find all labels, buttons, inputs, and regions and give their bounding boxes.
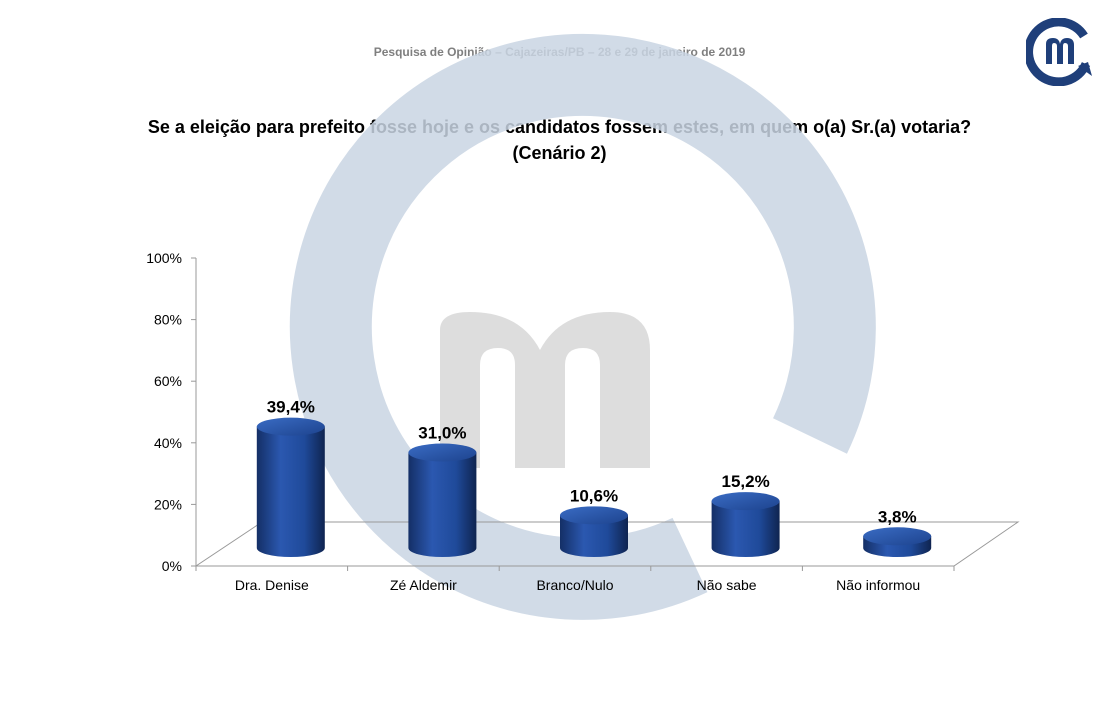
bar-1 (256, 417, 325, 557)
bar-top (711, 492, 780, 511)
bar-5 (863, 527, 932, 557)
data-label: 10,6% (570, 486, 618, 505)
y-tick-label: 100% (146, 250, 182, 266)
m-logo-watermark-icon (289, 33, 876, 620)
data-label: 3,8% (878, 507, 917, 526)
data-label: 15,2% (721, 472, 769, 491)
x-tick-label: Branco/Nulo (536, 577, 613, 593)
x-tick-label: Zé Aldemir (390, 577, 457, 593)
x-axis: Dra. Denise Zé Aldemir Branco/Nulo Não sabe… (195, 566, 955, 593)
bar-body (711, 501, 780, 557)
bar-top (256, 417, 325, 436)
y-tick-label: 20% (154, 496, 182, 512)
m-circle-logo-icon (1024, 17, 1094, 87)
y-tick-label: 80% (154, 312, 182, 328)
bars (256, 417, 932, 557)
bar-top (863, 527, 932, 546)
bar-body (560, 515, 628, 557)
bar-top (560, 506, 628, 525)
bar-3 (560, 506, 628, 557)
y-tick-label: 40% (154, 435, 182, 451)
y-axis: 0% 20% 40% 60% 80% 100% (146, 250, 196, 574)
x-tick-label: Dra. Denise (235, 577, 309, 593)
x-tick-label: Não sabe (697, 577, 757, 593)
bar-2 (408, 443, 477, 557)
bar-body (256, 426, 325, 557)
question-line-2: (Cenário 2) (512, 143, 607, 163)
bar-top (408, 443, 477, 462)
bar-4 (711, 492, 780, 557)
y-tick-label: 60% (154, 373, 182, 389)
data-labels: 39,4% 31,0% 10,6% 15,2% 3,8% (267, 398, 917, 527)
data-label: 39,4% (267, 398, 315, 417)
y-tick-label: 0% (162, 558, 182, 574)
data-label: 31,0% (418, 424, 466, 443)
bar-body (408, 452, 477, 557)
x-tick-label: Não informou (836, 577, 920, 593)
